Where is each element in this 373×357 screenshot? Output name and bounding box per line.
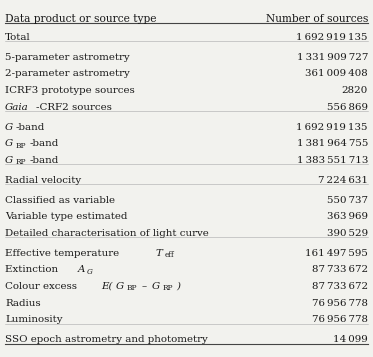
Text: 76 956 778: 76 956 778 (312, 298, 368, 308)
Text: G: G (5, 122, 13, 131)
Text: SSO epoch astrometry and photometry: SSO epoch astrometry and photometry (5, 335, 208, 344)
Text: 7 224 631: 7 224 631 (318, 176, 368, 185)
Text: 556 869: 556 869 (327, 103, 368, 112)
Text: RP: RP (16, 158, 26, 166)
Text: G: G (116, 282, 125, 291)
Text: Gaia: Gaia (5, 103, 29, 112)
Text: -CRF2 sources: -CRF2 sources (35, 103, 112, 112)
Text: Extinction: Extinction (5, 265, 62, 274)
Text: 87 733 672: 87 733 672 (312, 265, 368, 274)
Text: A: A (77, 265, 85, 274)
Text: 550 737: 550 737 (327, 196, 368, 205)
Text: Colour excess: Colour excess (5, 282, 80, 291)
Text: 363 969: 363 969 (327, 212, 368, 221)
Text: 5-parameter astrometry: 5-parameter astrometry (5, 53, 130, 62)
Text: G: G (5, 156, 13, 165)
Text: G: G (87, 268, 93, 276)
Text: ICRF3 prototype sources: ICRF3 prototype sources (5, 86, 135, 95)
Text: 87 733 672: 87 733 672 (312, 282, 368, 291)
Text: 1 331 909 727: 1 331 909 727 (297, 53, 368, 62)
Text: Radius: Radius (5, 298, 41, 308)
Text: 1 692 919 135: 1 692 919 135 (297, 33, 368, 42)
Text: -band: -band (16, 122, 45, 131)
Text: 76 956 778: 76 956 778 (312, 315, 368, 324)
Text: BP: BP (16, 142, 26, 150)
Text: 1 383 551 713: 1 383 551 713 (297, 156, 368, 165)
Text: 361 009 408: 361 009 408 (305, 69, 368, 79)
Text: –: – (140, 282, 149, 291)
Text: E(: E( (101, 282, 113, 291)
Text: Classified as variable: Classified as variable (5, 196, 115, 205)
Text: eff: eff (164, 251, 174, 259)
Text: ): ) (176, 282, 180, 291)
Text: T: T (156, 249, 162, 258)
Text: -band: -band (29, 139, 58, 148)
Text: -band: -band (29, 156, 58, 165)
Text: Effective temperature: Effective temperature (5, 249, 122, 258)
Text: 161 497 595: 161 497 595 (305, 249, 368, 258)
Text: 14 099: 14 099 (333, 335, 368, 344)
Text: G: G (5, 139, 13, 148)
Text: 2820: 2820 (342, 86, 368, 95)
Text: Luminosity: Luminosity (5, 315, 63, 324)
Text: Total: Total (5, 33, 31, 42)
Text: 2-parameter astrometry: 2-parameter astrometry (5, 69, 130, 79)
Text: 390 529: 390 529 (327, 229, 368, 238)
Text: G: G (152, 282, 160, 291)
Text: Number of sources: Number of sources (266, 14, 368, 24)
Text: 1 692 919 135: 1 692 919 135 (297, 122, 368, 131)
Text: Variable type estimated: Variable type estimated (5, 212, 128, 221)
Text: Radial velocity: Radial velocity (5, 176, 81, 185)
Text: Data product or source type: Data product or source type (5, 14, 157, 24)
Text: Detailed characterisation of light curve: Detailed characterisation of light curve (5, 229, 209, 238)
Text: BP: BP (127, 285, 137, 292)
Text: RP: RP (163, 285, 173, 292)
Text: 1 381 964 755: 1 381 964 755 (297, 139, 368, 148)
